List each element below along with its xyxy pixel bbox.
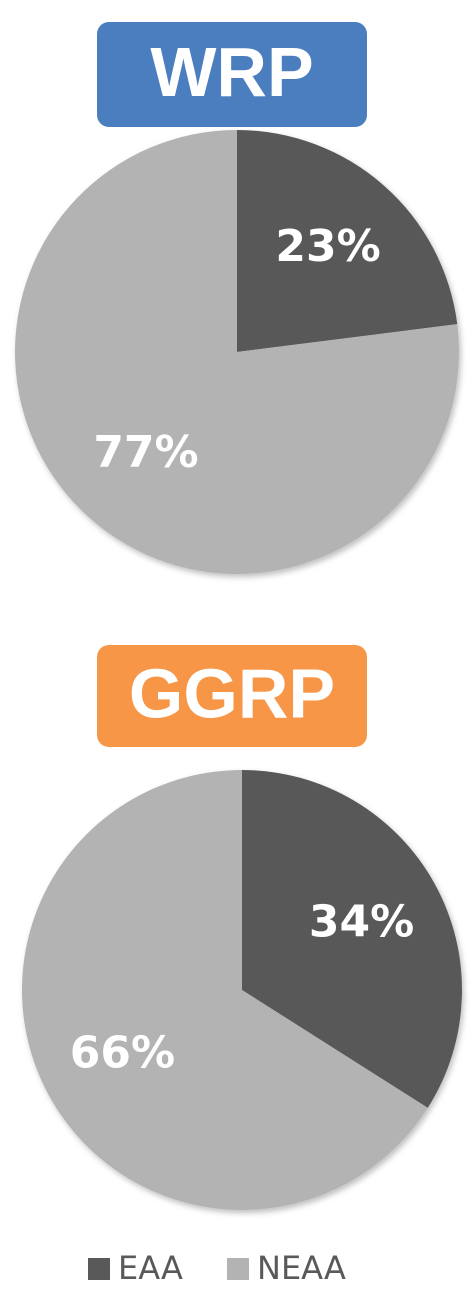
pie-slice [21, 770, 428, 1210]
pie [14, 130, 459, 574]
chart-title: WRP [150, 33, 313, 111]
legend-swatch [88, 1258, 110, 1280]
pie-slice [14, 130, 459, 574]
pie-slice [237, 130, 458, 352]
legend-swatch [227, 1258, 249, 1280]
legend-label: EAA [118, 1249, 183, 1287]
pie-slice [242, 770, 462, 1108]
value-label: 77% [93, 427, 198, 478]
legend-label: NEAA [257, 1249, 346, 1287]
title-box [97, 645, 367, 747]
chart-title: GGRP [129, 654, 335, 732]
value-label: 23% [275, 221, 380, 272]
title-box [97, 22, 367, 127]
value-label: 34% [309, 896, 414, 947]
value-label: 66% [70, 1028, 175, 1079]
pie [21, 770, 462, 1210]
